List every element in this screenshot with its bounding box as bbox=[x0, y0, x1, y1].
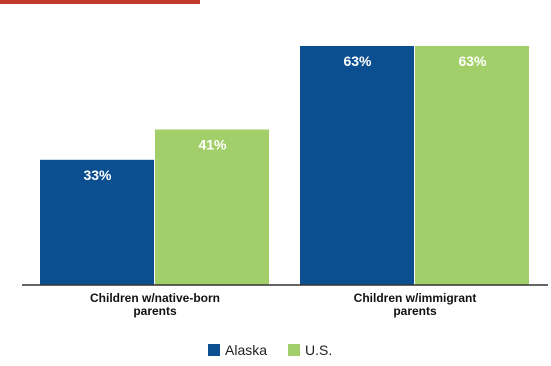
legend-swatch bbox=[288, 344, 300, 356]
data-label: 33% bbox=[83, 167, 112, 183]
category-label: Children w/immigrant parents bbox=[354, 291, 477, 318]
data-label: 41% bbox=[198, 136, 227, 152]
data-label: 63% bbox=[343, 53, 372, 69]
bar-alaska-2 bbox=[300, 46, 414, 285]
legend-swatch bbox=[208, 344, 220, 356]
bar-us-2 bbox=[415, 46, 529, 285]
legend-label: U.S. bbox=[305, 342, 332, 358]
legend-label: Alaska bbox=[225, 342, 267, 358]
data-label: 63% bbox=[458, 53, 487, 69]
top-accent-strip bbox=[0, 0, 200, 4]
bar-alaska-1 bbox=[40, 159, 154, 285]
bar-us-1 bbox=[155, 129, 269, 285]
category-label: Children w/native-born parents bbox=[90, 291, 220, 318]
